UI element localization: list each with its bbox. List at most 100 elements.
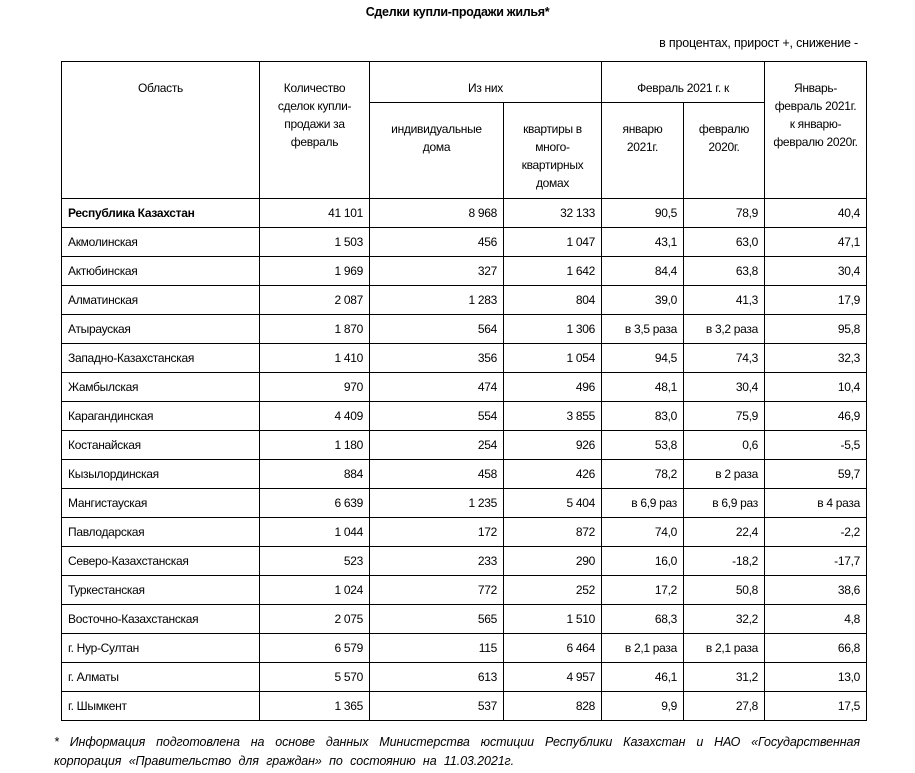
cell-individual: 327 bbox=[369, 256, 504, 286]
cell-janfeb: 46,9 bbox=[764, 401, 867, 431]
cell-janfeb: 17,5 bbox=[764, 691, 867, 721]
cell-jan2021: 74,0 bbox=[601, 517, 684, 547]
cell-individual: 772 bbox=[369, 575, 504, 605]
cell-individual: 1 283 bbox=[369, 285, 504, 315]
cell-janfeb: -17,7 bbox=[764, 546, 867, 576]
table-row: г. Алматы 5 570 613 4 957 46,1 31,2 13,0 bbox=[61, 662, 867, 692]
cell-region: Кызылординская bbox=[61, 459, 260, 489]
table-row: Кызылординская 884 458 426 78,2 в 2 раза 59,7 bbox=[61, 459, 867, 489]
table-row: Атырауская 1 870 564 1 306 в 3,5 раза в 3,2 р… bbox=[61, 314, 867, 344]
header-jan2021: январю 2021г. bbox=[601, 102, 684, 199]
cell-individual: 456 bbox=[369, 227, 504, 257]
cell-jan2021: 39,0 bbox=[601, 285, 684, 315]
cell-jan2021: 48,1 bbox=[601, 372, 684, 402]
cell-individual: 172 bbox=[369, 517, 504, 547]
header-apartments: квартиры в много-квартирных домах bbox=[503, 102, 602, 199]
cell-feb2020: 0,6 bbox=[683, 430, 765, 460]
cell-janfeb: 59,7 bbox=[764, 459, 867, 489]
table-row: Карагандинская 4 409 554 3 855 83,0 75,9 46,9 bbox=[61, 401, 867, 431]
cell-feb2020: 27,8 bbox=[683, 691, 765, 721]
cell-region: Жамбылская bbox=[61, 372, 260, 402]
cell-apartments: 32 133 bbox=[503, 198, 602, 228]
cell-individual: 356 bbox=[369, 343, 504, 373]
cell-count: 1 410 bbox=[259, 343, 370, 373]
table-row: Павлодарская 1 044 172 872 74,0 22,4 -2,2 bbox=[61, 517, 867, 547]
cell-apartments: 1 642 bbox=[503, 256, 602, 286]
cell-region: Туркестанская bbox=[61, 575, 260, 605]
header-janfeb: Январь-февраль 2021г. к январю-февралю 2… bbox=[764, 61, 867, 199]
cell-individual: 458 bbox=[369, 459, 504, 489]
cell-individual: 565 bbox=[369, 604, 504, 634]
cell-jan2021: в 3,5 раза bbox=[601, 314, 684, 344]
cell-apartments: 804 bbox=[503, 285, 602, 315]
cell-region: Костанайская bbox=[61, 430, 260, 460]
cell-apartments: 1 054 bbox=[503, 343, 602, 373]
cell-count: 1 180 bbox=[259, 430, 370, 460]
cell-feb2020: 22,4 bbox=[683, 517, 765, 547]
cell-feb2020: -18,2 bbox=[683, 546, 765, 576]
cell-feb2020: 75,9 bbox=[683, 401, 765, 431]
cell-region: Северо-Казахстанская bbox=[61, 546, 260, 576]
cell-jan2021: 53,8 bbox=[601, 430, 684, 460]
cell-feb2020: 63,8 bbox=[683, 256, 765, 286]
cell-janfeb: 95,8 bbox=[764, 314, 867, 344]
cell-count: 970 bbox=[259, 372, 370, 402]
table-row: Мангистауская 6 639 1 235 5 404 в 6,9 раз в 6… bbox=[61, 488, 867, 518]
cell-region: г. Нур-Султан bbox=[61, 633, 260, 663]
cell-count: 1 044 bbox=[259, 517, 370, 547]
cell-apartments: 4 957 bbox=[503, 662, 602, 692]
units-note: в процентах, прирост +, снижение - bbox=[659, 36, 858, 50]
cell-jan2021: 90,5 bbox=[601, 198, 684, 228]
cell-janfeb: 30,4 bbox=[764, 256, 867, 286]
table-row: Жамбылская 970 474 496 48,1 30,4 10,4 bbox=[61, 372, 867, 402]
cell-feb2020: 32,2 bbox=[683, 604, 765, 634]
cell-apartments: 926 bbox=[503, 430, 602, 460]
cell-jan2021: 68,3 bbox=[601, 604, 684, 634]
cell-feb2020: 41,3 bbox=[683, 285, 765, 315]
table-row: Костанайская 1 180 254 926 53,8 0,6 -5,5 bbox=[61, 430, 867, 460]
cell-janfeb: 40,4 bbox=[764, 198, 867, 228]
table-row: Западно-Казахстанская 1 410 356 1 054 94,5 74… bbox=[61, 343, 867, 373]
table-row: Восточно-Казахстанская 2 075 565 1 510 68,3 3… bbox=[61, 604, 867, 634]
cell-feb2020: в 2,1 раза bbox=[683, 633, 765, 663]
cell-jan2021: 9,9 bbox=[601, 691, 684, 721]
cell-individual: 474 bbox=[369, 372, 504, 402]
cell-count: 6 579 bbox=[259, 633, 370, 663]
cell-janfeb: 4,8 bbox=[764, 604, 867, 634]
cell-feb2020: в 2 раза bbox=[683, 459, 765, 489]
cell-region: Павлодарская bbox=[61, 517, 260, 547]
cell-apartments: 496 bbox=[503, 372, 602, 402]
cell-jan2021: в 6,9 раз bbox=[601, 488, 684, 518]
cell-feb2020: в 3,2 раза bbox=[683, 314, 765, 344]
footnote: * Информация подготовлена на основе данн… bbox=[54, 735, 860, 768]
cell-apartments: 1 306 bbox=[503, 314, 602, 344]
cell-region: г. Шымкент bbox=[61, 691, 260, 721]
cell-count: 5 570 bbox=[259, 662, 370, 692]
cell-jan2021: 16,0 bbox=[601, 546, 684, 576]
header-count: Количество сделок купли-продажи за февра… bbox=[259, 61, 370, 199]
cell-apartments: 1 510 bbox=[503, 604, 602, 634]
cell-feb2020: 31,2 bbox=[683, 662, 765, 692]
cell-jan2021: 46,1 bbox=[601, 662, 684, 692]
cell-count: 4 409 bbox=[259, 401, 370, 431]
cell-region: Карагандинская bbox=[61, 401, 260, 431]
cell-jan2021: 84,4 bbox=[601, 256, 684, 286]
cell-region: г. Алматы bbox=[61, 662, 260, 692]
table-row: Алматинская 2 087 1 283 804 39,0 41,3 17,9 bbox=[61, 285, 867, 315]
cell-janfeb: -2,2 bbox=[764, 517, 867, 547]
cell-count: 884 bbox=[259, 459, 370, 489]
cell-region: Восточно-Казахстанская bbox=[61, 604, 260, 634]
cell-apartments: 3 855 bbox=[503, 401, 602, 431]
cell-janfeb: 13,0 bbox=[764, 662, 867, 692]
table-body: Республика Казахстан 41 101 8 968 32 133 90,… bbox=[61, 198, 867, 721]
cell-individual: 254 bbox=[369, 430, 504, 460]
cell-individual: 1 235 bbox=[369, 488, 504, 518]
cell-apartments: 1 047 bbox=[503, 227, 602, 257]
cell-individual: 115 bbox=[369, 633, 504, 663]
cell-feb2020: 30,4 bbox=[683, 372, 765, 402]
cell-feb2020: 74,3 bbox=[683, 343, 765, 373]
cell-region: Республика Казахстан bbox=[61, 198, 260, 228]
cell-count: 41 101 bbox=[259, 198, 370, 228]
cell-apartments: 828 bbox=[503, 691, 602, 721]
cell-janfeb: 32,3 bbox=[764, 343, 867, 373]
